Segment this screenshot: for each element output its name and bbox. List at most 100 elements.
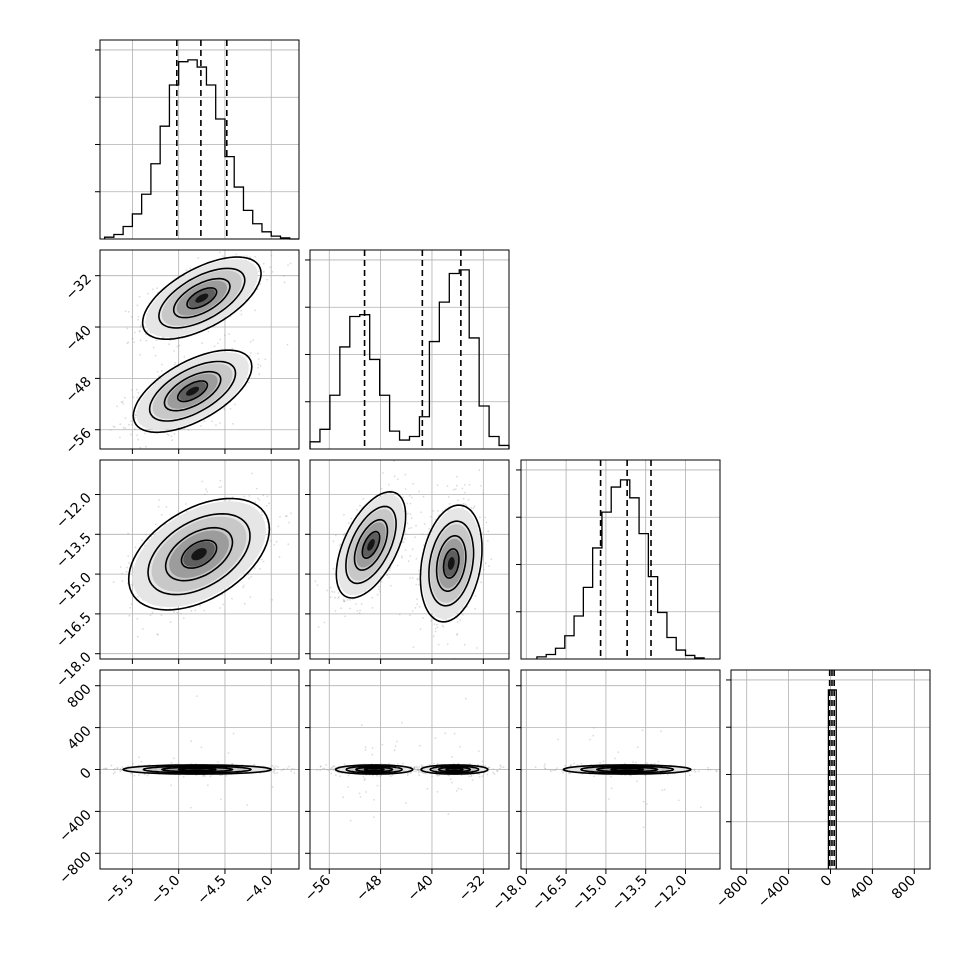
density-contour [437,766,472,773]
panel-frame [99,249,300,450]
density-peak [186,386,200,396]
sample-points [396,697,505,816]
y-tick-label: −18.0 [53,649,95,691]
panel-frame [99,39,300,240]
y-tick-label: −32 [63,271,95,303]
density-contour [147,512,251,596]
x-tick-label: −4.5 [194,873,229,908]
hist-panel-2 [516,459,721,660]
density-contour [177,767,217,772]
density-contour [163,370,222,412]
density-contour [132,349,253,434]
hist-panel-3: −800 −400 0 400 800 [713,669,931,912]
density-contour [420,764,489,775]
sample-points [521,727,718,829]
density-contour [141,256,262,340]
panel-frame [99,459,300,660]
y-tick-label: −15.0 [53,570,95,612]
density-contour [176,380,209,403]
density-contour [122,764,273,775]
y-tick-label: −16.5 [53,609,95,651]
density-contour [160,766,234,773]
x-tick-label: −5.0 [148,873,183,908]
density-contour [148,360,237,422]
density-peak [620,769,635,770]
y-tick-label: −48 [63,374,95,406]
hist-panel-1 [305,249,510,450]
density-contour [164,526,234,582]
density-contour [596,766,659,773]
density-contour [186,287,218,310]
density-peak [370,769,379,770]
x-tick-label: −400 [755,873,794,912]
hist-panel-0 [95,39,300,240]
x-tick-label: −5.5 [102,873,137,908]
sample-points [100,695,296,809]
density-peak [191,548,207,561]
density-contour [158,267,246,329]
density-contour [180,539,218,569]
density-contour [127,497,271,611]
density-contour [442,548,460,579]
density-peak [367,539,375,551]
x-tick-label: 400 [847,873,877,903]
density-contour [361,530,381,560]
hist-bars-2 [536,479,705,659]
y-tick-label: −13.5 [53,530,95,572]
density-contour [445,767,464,772]
y-tick-label: −800 [56,849,95,888]
hist-bars-1 [309,269,510,449]
x-tick-label: −18.0 [489,873,531,915]
scatter-panel-1-0: −56 −48 −40 −32 [63,249,300,457]
x-tick-label: −40 [405,873,437,905]
x-tick-label: −15.0 [569,873,611,915]
density-peak [447,557,455,570]
x-tick-label: 0 [818,873,836,891]
density-peak [450,769,459,770]
density-contour [142,765,253,774]
density-contour [345,765,403,774]
density-contour [334,764,414,775]
y-tick-label: 400 [65,723,95,753]
scatter-panel-3-1: −56 −48 −40 −32 [302,669,510,905]
x-tick-label: −56 [302,872,334,904]
panel-frame [520,459,721,660]
x-tick-label: −32 [456,873,488,905]
density-contour [345,505,397,585]
density-contour [429,765,480,774]
y-tick-label: −56 [63,425,95,457]
density-contour [428,520,475,607]
density-contour [363,767,385,772]
panel-frame [309,249,510,450]
y-tick-label: −12.0 [53,490,95,532]
density-contour [353,518,389,571]
hist-bars-3 [827,689,837,869]
y-tick-label: 0 [77,765,95,783]
x-tick-label: −12.0 [649,873,691,915]
x-tick-label: −48 [353,873,385,905]
density-peak [189,769,206,770]
y-tick-label: −40 [63,323,95,355]
density-contour [335,490,407,599]
x-tick-label: 800 [889,873,919,903]
x-tick-label: −16.5 [529,873,571,915]
density-contour [562,764,692,775]
density-contour [355,766,394,773]
density-contour [610,767,645,772]
density-contour [419,504,483,623]
panel-frame [309,459,510,660]
density-contour [172,277,231,319]
x-tick-label: −13.5 [609,873,651,915]
x-tick-label: −800 [713,873,752,912]
density-contour [580,765,675,774]
scatter-panel-2-0: −18.0−16.5−15.0−13.5−12.0 [53,459,300,691]
density-contour [435,535,467,592]
x-tick-label: −4.0 [241,873,276,908]
density-peak [195,293,209,303]
scatter-panel-2-1 [305,459,510,664]
hist-bars-0 [103,59,299,240]
scatter-panel-3-2: −18.0−16.5−15.0−13.5−12.0 [489,669,721,915]
y-tick-label: −400 [56,807,95,846]
